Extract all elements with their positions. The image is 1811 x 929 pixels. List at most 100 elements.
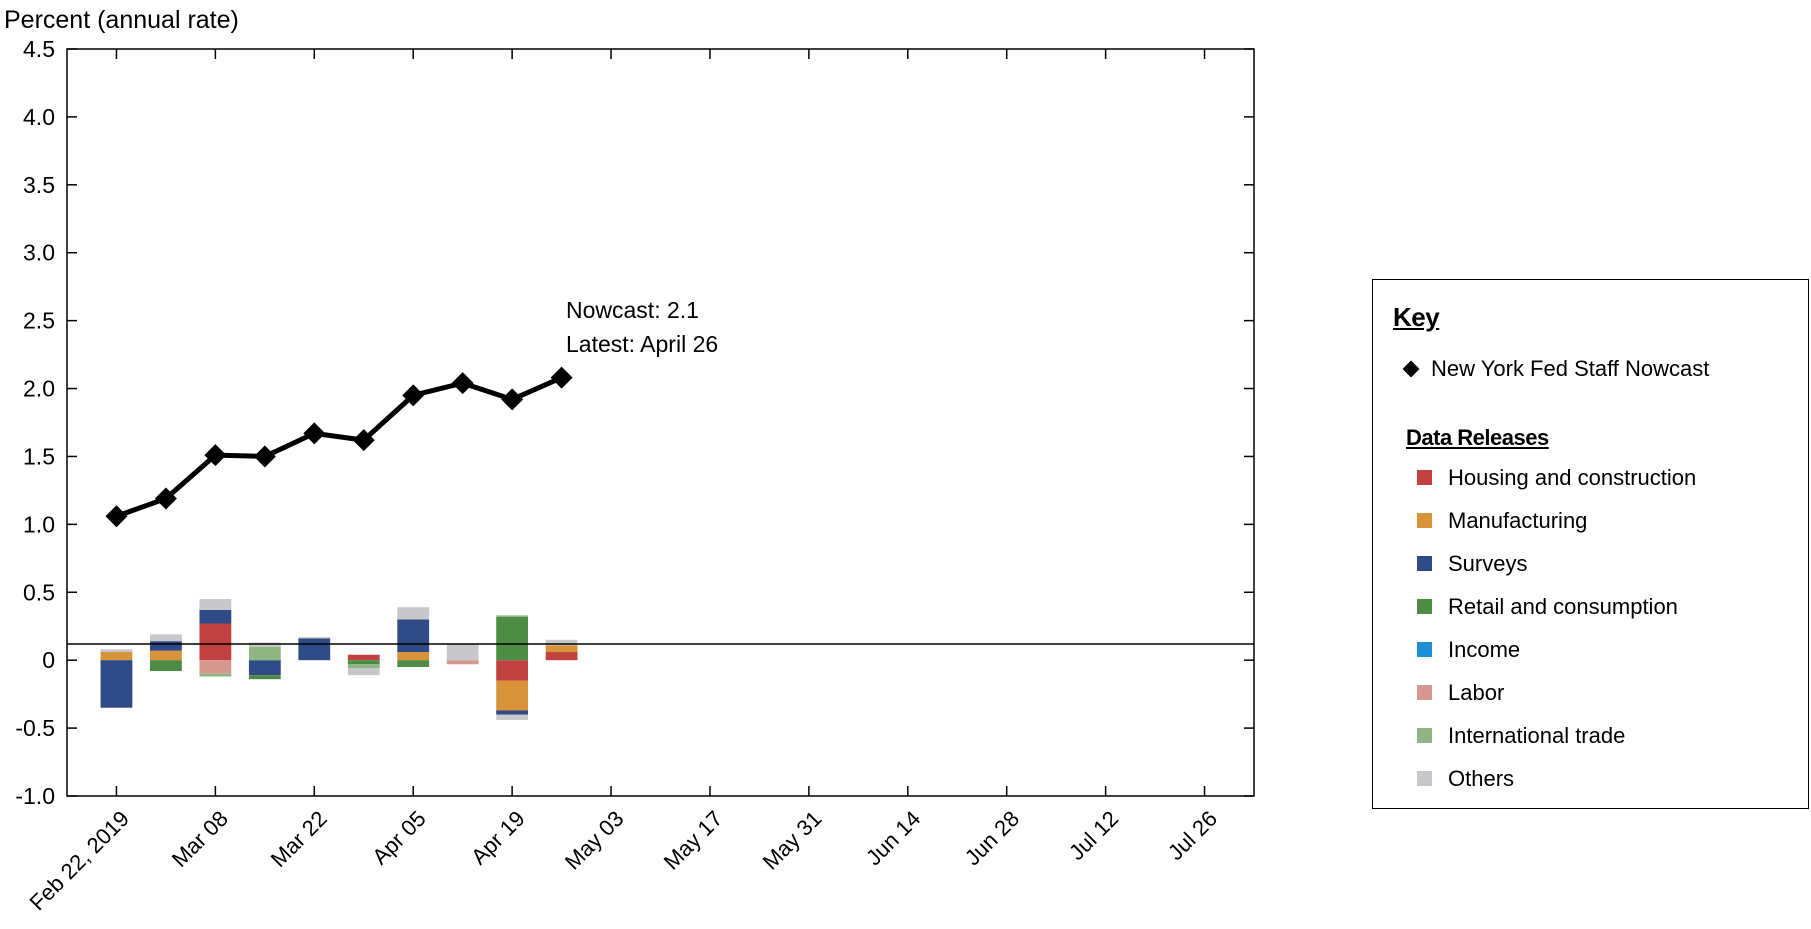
bar-segment-international-trade bbox=[496, 615, 529, 617]
nowcast-point bbox=[204, 444, 227, 467]
legend-item: Manufacturing bbox=[1417, 499, 1696, 542]
stacked-bars bbox=[100, 599, 578, 720]
legend-item: Housing and construction bbox=[1417, 456, 1696, 499]
bar-segment-housing-and-construction bbox=[545, 652, 578, 661]
legend-label: Manufacturing bbox=[1448, 507, 1588, 533]
bar-segment-international-trade bbox=[347, 664, 380, 669]
x-ticks: Feb 22, 2019 Mar 08 Mar 22 Apr 05 Apr 19 May … bbox=[25, 49, 1222, 915]
y-tick-label: 2.5 bbox=[23, 308, 55, 334]
x-tick-label: Jul 12 bbox=[1064, 806, 1123, 865]
y-ticks: 4.5 4.0 3.5 3.0 2.5 2.0 1.5 1.0 0.5 0 -0.5 -1.0 bbox=[15, 36, 1254, 809]
legend-label: Retail and consumption bbox=[1448, 593, 1678, 619]
legend-swatch bbox=[1417, 513, 1432, 528]
nowcast-chart: Percent (annual rate) 4.5 4.0 3.5 3.0 2.5 2.0… bbox=[4, 6, 1255, 915]
y-tick-label: 3.5 bbox=[23, 172, 55, 198]
bar-segment-manufacturing bbox=[545, 645, 578, 653]
nowcast-point bbox=[352, 429, 375, 452]
nowcast-annotation-date: Latest: April 26 bbox=[566, 331, 718, 357]
legend-swatch bbox=[1417, 599, 1432, 614]
y-tick-label: 4.0 bbox=[23, 104, 55, 130]
legend-item: Others bbox=[1417, 757, 1696, 800]
legend-label: International trade bbox=[1448, 722, 1626, 748]
bar-segment-surveys bbox=[150, 641, 182, 651]
bar-segment-labor bbox=[446, 660, 479, 665]
legend-label: Others bbox=[1448, 765, 1515, 791]
key-title: Key bbox=[1393, 302, 1440, 332]
legend-nowcast: New York Fed Staff Nowcast bbox=[1402, 356, 1710, 382]
nowcast-point bbox=[105, 505, 128, 528]
legend-item: Income bbox=[1417, 628, 1696, 671]
nowcast-point bbox=[253, 445, 276, 468]
legend-swatch bbox=[1417, 685, 1432, 700]
legend-item: Retail and consumption bbox=[1417, 585, 1696, 628]
legend-label: Surveys bbox=[1448, 550, 1528, 576]
y-tick-label: 4.5 bbox=[23, 36, 55, 62]
legend-label: Income bbox=[1448, 636, 1521, 662]
x-tick-label: Mar 22 bbox=[266, 806, 332, 872]
nowcast-point bbox=[550, 366, 573, 389]
legend-swatch bbox=[1417, 771, 1432, 786]
bar-segment-housing-and-construction bbox=[496, 660, 529, 681]
legend-label: Labor bbox=[1448, 679, 1505, 705]
x-tick-label: Jun 28 bbox=[960, 806, 1024, 870]
bar-segment-others bbox=[100, 649, 133, 653]
bar-segment-international-trade bbox=[199, 673, 232, 677]
y-tick-label: 1.0 bbox=[23, 511, 55, 537]
bar-segment-surveys bbox=[298, 638, 331, 661]
bar-segment-surveys bbox=[496, 710, 529, 715]
y-tick-label: 0.5 bbox=[23, 579, 55, 605]
x-tick-label: Jul 26 bbox=[1163, 806, 1222, 865]
bar-segment-labor bbox=[199, 660, 232, 674]
bar-segment-others bbox=[347, 668, 380, 676]
x-tick-label: Jun 14 bbox=[861, 806, 925, 870]
nowcast-point bbox=[402, 384, 425, 407]
bar-segment-surveys bbox=[248, 660, 281, 676]
nowcast-point bbox=[303, 422, 326, 445]
bar-segment-manufacturing bbox=[100, 652, 133, 661]
bar-segment-housing-and-construction bbox=[199, 623, 232, 661]
bar-segment-surveys bbox=[397, 619, 430, 653]
bar-segment-others bbox=[545, 639, 578, 646]
data-releases-title: Data Releases bbox=[1406, 425, 1549, 450]
legend-nowcast-label: New York Fed Staff Nowcast bbox=[1431, 356, 1710, 381]
nowcast-point bbox=[154, 487, 177, 510]
legend-list: Housing and construction Manufacturing Sur… bbox=[1417, 456, 1696, 800]
nowcast-point bbox=[451, 372, 474, 395]
legend-swatch bbox=[1417, 642, 1432, 657]
legend-label: Housing and construction bbox=[1448, 464, 1697, 490]
nowcast-line bbox=[115, 375, 563, 519]
nowcast-point bbox=[501, 388, 524, 411]
bar-segment-international-trade bbox=[248, 646, 281, 661]
bar-segment-others bbox=[446, 643, 479, 661]
plot-frame bbox=[66, 48, 1255, 797]
bar-segment-manufacturing bbox=[150, 650, 182, 661]
bar-segment-retail-and-consumption bbox=[248, 675, 281, 680]
diamond-icon bbox=[1402, 360, 1420, 378]
bar-segment-manufacturing bbox=[397, 652, 430, 661]
y-axis-title: Percent (annual rate) bbox=[4, 6, 239, 34]
legend-key: Key New York Fed Staff Nowcast Data Rele… bbox=[1372, 279, 1809, 809]
y-tick-label: -1.0 bbox=[15, 783, 55, 809]
bar-segment-manufacturing bbox=[496, 680, 529, 711]
bar-segment-others bbox=[397, 607, 430, 620]
legend-item: International trade bbox=[1417, 714, 1696, 757]
y-tick-label: 0 bbox=[42, 647, 55, 673]
bar-segment-surveys bbox=[100, 660, 133, 708]
legend-item: Surveys bbox=[1417, 542, 1696, 585]
bar-segment-retail-and-consumption bbox=[496, 616, 529, 661]
x-tick-label: May 03 bbox=[560, 806, 629, 875]
y-tick-label: 1.5 bbox=[23, 443, 55, 469]
legend-item: Labor bbox=[1417, 671, 1696, 714]
bar-segment-housing-and-construction bbox=[347, 654, 380, 661]
x-tick-label: Apr 05 bbox=[367, 806, 431, 870]
x-tick-label: Apr 19 bbox=[466, 806, 530, 870]
bar-segment-others bbox=[199, 599, 232, 610]
y-tick-label: 3.0 bbox=[23, 240, 55, 266]
x-tick-label: May 17 bbox=[659, 806, 728, 875]
bar-segment-others bbox=[150, 634, 182, 642]
y-tick-label: -0.5 bbox=[15, 715, 55, 741]
bar-segment-others bbox=[298, 637, 331, 639]
legend-swatch bbox=[1417, 470, 1432, 485]
bar-segment-retail-and-consumption bbox=[347, 660, 380, 665]
nowcast-line-layer bbox=[105, 366, 573, 528]
